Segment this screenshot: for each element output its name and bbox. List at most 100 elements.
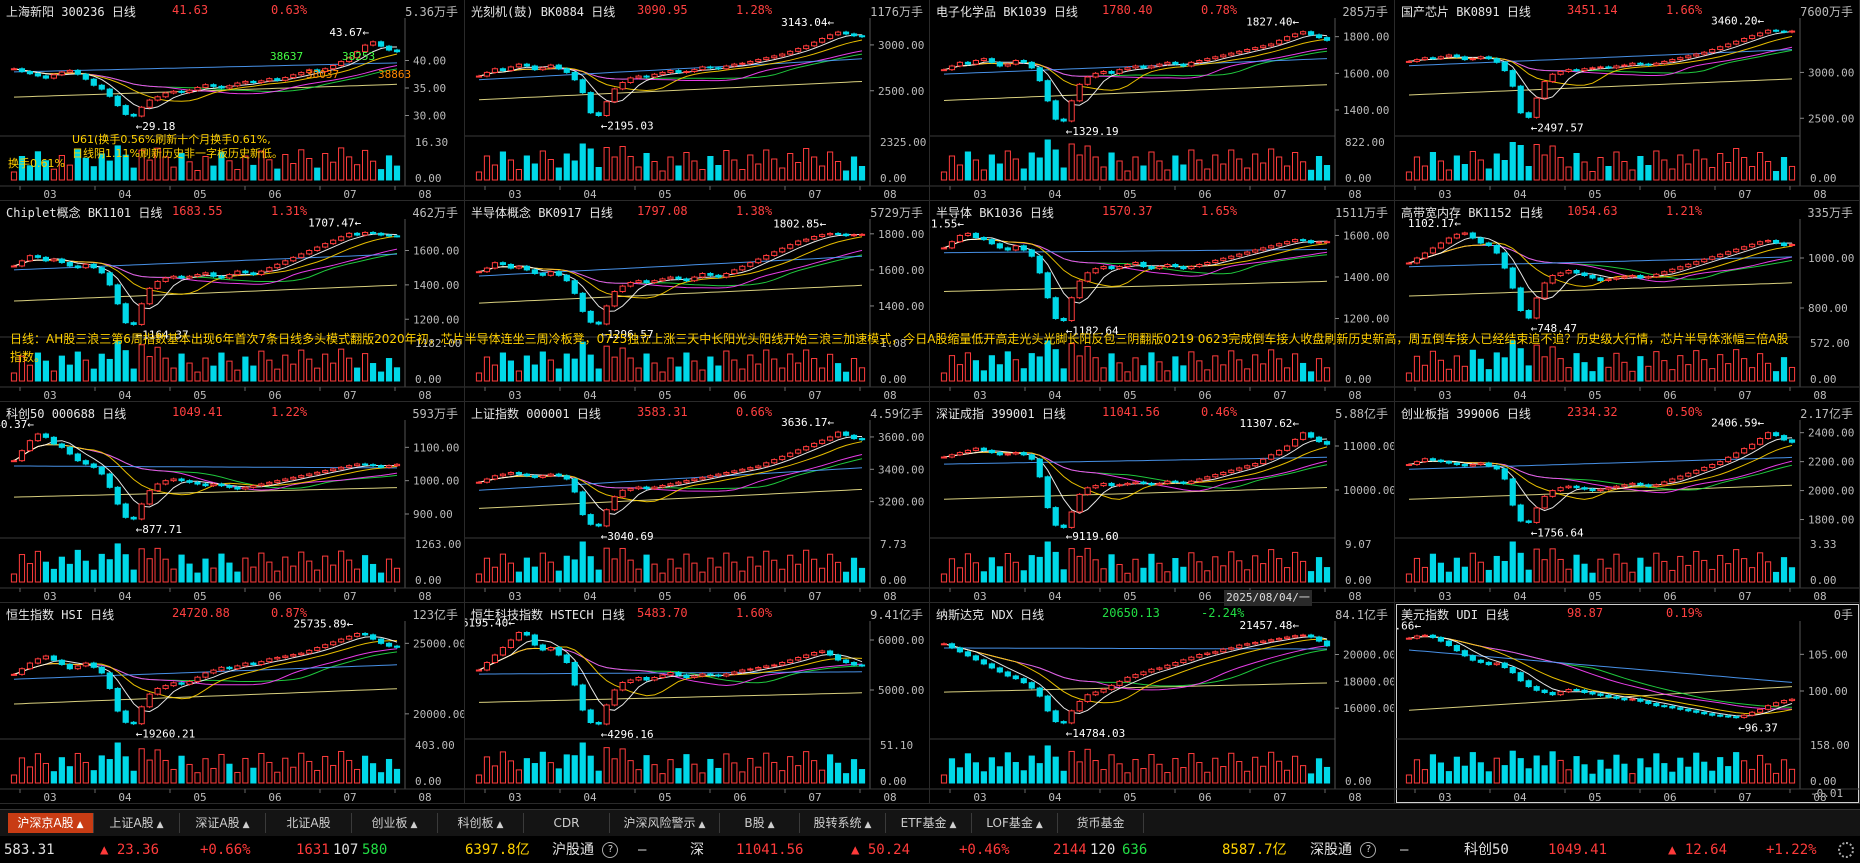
help-icon[interactable]: ? — [602, 842, 619, 858]
volume-bar — [1741, 157, 1748, 181]
market-tab[interactable]: ETF基金 ▲ — [886, 813, 972, 833]
dropdown-arrow-icon[interactable]: ▲ — [242, 820, 250, 830]
dropdown-arrow-icon[interactable]: ▲ — [949, 820, 957, 830]
market-tab[interactable]: 深证A股 ▲ — [180, 813, 266, 833]
chart-panel[interactable]: 25000.00 20000.00 403.00 0.00 03 04 05 06 07 08 25… — [0, 603, 465, 804]
volume-bar — [1196, 159, 1203, 181]
dropdown-arrow-icon[interactable]: ▲ — [1035, 820, 1043, 830]
market-tab[interactable]: 股转系统 ▲ — [800, 813, 886, 833]
chart-panel[interactable]: 1600.001400.001200.000.00030405060708161… — [930, 201, 1395, 402]
chart-panel[interactable]: 6000.00 5000.00 51.10 0.00 03 04 05 06 07 08 6195.… — [465, 603, 930, 804]
chart-panel[interactable]: 1100.00 1000.00 900.00 1263.00 0.00 03 04 05 06 0… — [0, 402, 465, 603]
dropdown-arrow-icon[interactable]: ▲ — [767, 820, 775, 830]
chart-panel[interactable]: 105.00100.00158.000.00-0.010304050607081… — [1395, 603, 1860, 804]
candle — [1685, 708, 1692, 713]
hgt-label[interactable]: 沪股通 ? — [552, 838, 619, 863]
dropdown-arrow-icon[interactable]: ▲ — [76, 820, 84, 830]
market-tab[interactable]: B股 ▲ — [720, 813, 800, 833]
chart-panel[interactable]: 2400.00 2200.00 2000.00 1800.00 3.33 0.00 03 04… — [1395, 402, 1860, 603]
volume-bar — [587, 148, 594, 181]
candle — [699, 272, 706, 279]
candle — [659, 71, 666, 76]
volume-bar — [178, 755, 185, 784]
chart-panel[interactable]: 1800.00 1600.00 1400.00 1.08 0.00 03 04 05 06 07 0… — [465, 201, 930, 402]
dropdown-arrow-icon[interactable]: ▲ — [864, 820, 872, 830]
candle — [1613, 484, 1620, 490]
market-tab[interactable]: 科创板 ▲ — [438, 813, 524, 833]
volume-bar — [675, 366, 682, 382]
candlestick-chart[interactable]: 105.00100.00158.000.00-0.010304050607081… — [1395, 603, 1860, 804]
volume-tick-label: 0.00 — [1345, 373, 1372, 386]
candle — [1012, 451, 1019, 456]
candle — [531, 633, 538, 647]
period-label: 日线 — [102, 407, 127, 421]
high-annotation: 1611.55← — [930, 217, 964, 230]
low-annotation: ←3040.69 — [601, 530, 654, 543]
market-tab[interactable]: CDR — [524, 813, 610, 833]
chart-panel[interactable]: 1800.00 1600.00 1400.00 822.00 0.00 03 04 05 06 0… — [930, 0, 1395, 201]
dropdown-arrow-icon[interactable]: ▲ — [156, 820, 164, 830]
market-tab[interactable]: 上证A股 ▲ — [94, 813, 180, 833]
x-tick-label: 04 — [1513, 188, 1527, 201]
volume-bar — [587, 755, 594, 784]
candle — [1268, 244, 1275, 250]
volume-bar — [834, 161, 842, 181]
sgt-label[interactable]: 深股通 ? — [1310, 838, 1377, 863]
volume-bar — [18, 156, 26, 181]
volume-bar — [1421, 364, 1429, 382]
market-tab[interactable]: 创业板 ▲ — [352, 813, 438, 833]
candle — [850, 661, 858, 667]
candlestick-chart[interactable]: 11000.0010000.009.070.000304050607081130… — [930, 402, 1395, 603]
chart-panel[interactable]: 1600.00 1400.00 1200.00 1182.00 0.00 03 04 05 06… — [0, 201, 465, 402]
settings-gear-icon[interactable] — [1838, 842, 1854, 858]
market-tab[interactable]: 北证A股 — [266, 813, 352, 833]
volume-bar — [338, 147, 345, 181]
market-tab[interactable]: 货币基金 — [1058, 813, 1144, 833]
ma10-line — [13, 53, 398, 102]
candle — [210, 668, 217, 675]
volume-bar — [1597, 759, 1604, 784]
candle — [1268, 453, 1275, 461]
chart-panel[interactable]: 3000.00 2500.00 0.00 03 04 05 06 07 08 3460.20← ←2… — [1395, 0, 1860, 201]
market-tab[interactable]: 沪深京A股 ▲ — [8, 813, 94, 833]
dropdown-arrow-icon[interactable]: ▲ — [698, 820, 706, 830]
candle — [1725, 250, 1732, 256]
help-icon[interactable]: ? — [1360, 842, 1377, 858]
candle — [1581, 271, 1588, 277]
chart-panel[interactable]: 1000.00 800.00 572.00 0.00 03 04 05 06 07 08 1102.… — [1395, 201, 1860, 402]
chart-panel[interactable]: 3000.00 2500.00 2325.00 0.00 03 04 05 06 07 08 314… — [465, 0, 930, 201]
candle — [1132, 64, 1139, 70]
candlestick-chart[interactable]: 1600.001400.001200.000.00030405060708161… — [930, 201, 1395, 402]
chart-panel[interactable]: 40.00 35.00 30.00 16.30 0.00 03 04 05 06 07 08 43.6… — [0, 0, 465, 201]
chart-panel[interactable]: 3600.00 3400.00 3200.00 7.73 0.00 03 04 05 06 07 0… — [465, 402, 930, 603]
dropdown-arrow-icon[interactable]: ▲ — [410, 820, 418, 830]
volume-bar — [763, 550, 770, 583]
candle — [385, 44, 393, 52]
candle — [1220, 256, 1227, 262]
candle — [226, 484, 233, 489]
chart-panel[interactable]: 20000.00 18000.00 16000.00 0.00 03 04 05 06 07 08… — [930, 603, 1395, 804]
volume-bar — [723, 552, 730, 583]
candle — [274, 656, 281, 661]
market-tab[interactable]: 沪深风险警示 ▲ — [610, 813, 720, 833]
dropdown-arrow-icon[interactable]: ▲ — [496, 820, 504, 830]
volume-bar — [603, 547, 610, 583]
candle — [1252, 46, 1259, 51]
x-tick-label: 08 — [418, 590, 431, 603]
volume-bar — [1557, 558, 1564, 583]
chart-panel[interactable]: 11000.0010000.009.070.000304050607081130… — [930, 402, 1395, 603]
market-tab[interactable]: LOF基金 ▲ — [972, 813, 1058, 833]
